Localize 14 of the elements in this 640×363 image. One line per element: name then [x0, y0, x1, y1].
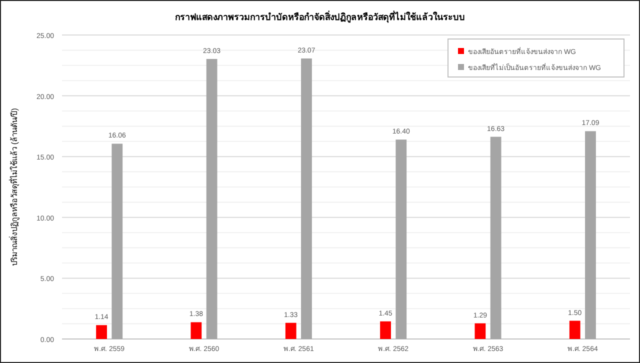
- bar: [490, 136, 502, 339]
- bar: [301, 58, 312, 339]
- chart-title: กราฟแสดงภาพรวมการบำบัดหรือกำจัดสิ่งปฏิกูลหรือวัสดุที่ไม่ใช้แล้วในระบบ: [175, 10, 465, 23]
- y-axis-title: ปริมาณสิ่งปฏิกูลหรือวัสดุที่ไม่ใช้แล้ว (ล้านตัน/ปี): [8, 108, 20, 266]
- bar: [585, 131, 596, 339]
- bar: [206, 58, 218, 339]
- bar: [380, 321, 391, 339]
- bar: [285, 322, 296, 339]
- bar: [474, 323, 486, 339]
- bar: [112, 144, 123, 339]
- bar: [190, 322, 202, 339]
- bar: [569, 320, 580, 339]
- bar: [396, 140, 407, 339]
- bar: [96, 325, 107, 339]
